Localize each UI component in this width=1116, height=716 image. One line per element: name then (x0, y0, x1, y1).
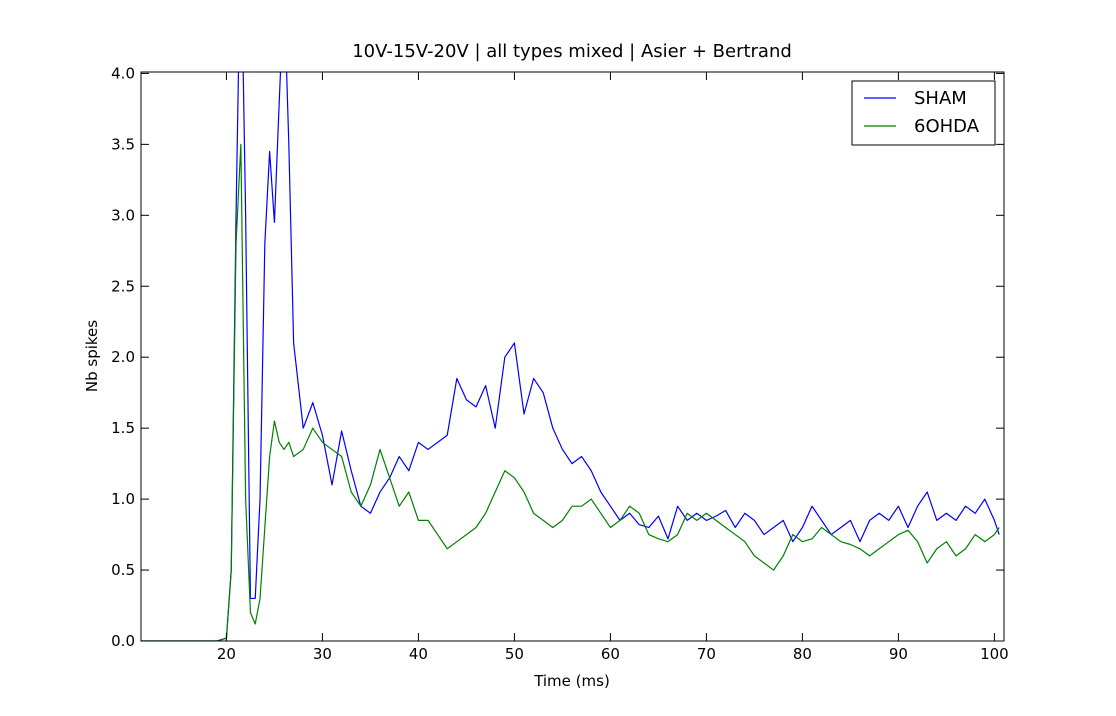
legend-label: SHAM (914, 88, 967, 109)
y-tick-label: 2.5 (111, 277, 135, 295)
chart-title: 10V-15V-20V | all types mixed | Asier + … (352, 41, 792, 62)
y-tick-label: 2.0 (111, 348, 135, 366)
x-axis-label: Time (ms) (533, 672, 610, 690)
y-tick-label: 3.5 (111, 135, 135, 153)
x-tick-label: 20 (217, 645, 236, 663)
x-tick-label: 90 (889, 645, 908, 663)
x-tick-label: 70 (697, 645, 716, 663)
y-tick-label: 0.5 (111, 561, 135, 579)
plot-area (141, 72, 1000, 641)
x-tick-label: 40 (409, 645, 428, 663)
y-tick-label: 1.0 (111, 490, 135, 508)
y-tick-label: 3.0 (111, 206, 135, 224)
x-tick-label: 60 (601, 645, 620, 663)
x-tick-label: 80 (793, 645, 812, 663)
legend-label: 6OHDA (914, 116, 980, 137)
y-axis-label: Nb spikes (83, 320, 101, 392)
axes-frame (140, 71, 1005, 642)
y-tick-label: 4.0 (111, 64, 135, 82)
y-tick-label: 1.5 (111, 419, 135, 437)
x-tick-label: 50 (505, 645, 524, 663)
x-tick-label: 100 (980, 645, 1009, 663)
series-line (141, 72, 1000, 641)
x-tick-label: 30 (313, 645, 332, 663)
series-line (141, 143, 1000, 641)
y-tick-label: 0.0 (111, 632, 135, 650)
legend-box (851, 80, 996, 146)
